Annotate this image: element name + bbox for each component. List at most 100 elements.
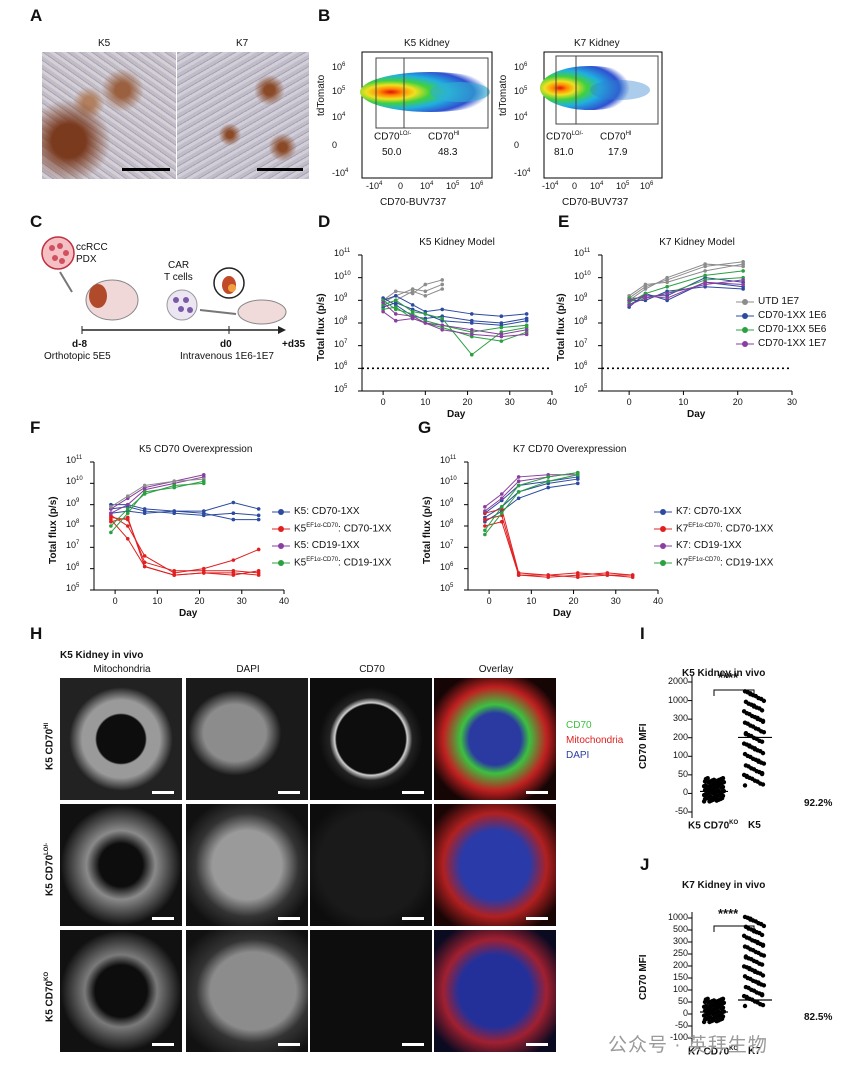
data-point	[499, 334, 504, 339]
data-point	[516, 479, 521, 483]
gate-hi-value: 48.3	[438, 147, 458, 158]
data-point	[752, 747, 758, 752]
data-point	[716, 1003, 721, 1008]
data-point	[701, 784, 707, 789]
data-point	[393, 305, 398, 309]
data-point	[469, 321, 474, 325]
data-point	[703, 776, 709, 782]
legend-swatch	[272, 526, 290, 532]
x-axis-label: Day	[447, 409, 466, 420]
data-point	[703, 280, 707, 284]
y-tick-label: 105	[334, 384, 348, 394]
data-point	[109, 524, 113, 528]
y-tick-label: 200	[672, 960, 688, 970]
data-point	[759, 932, 765, 938]
data-point	[516, 490, 521, 494]
micro-col-3: Overlay	[478, 664, 514, 675]
flow-y-tick: 106	[514, 62, 528, 72]
data-point	[516, 573, 521, 577]
data-point	[757, 961, 762, 966]
mouse-icon	[85, 279, 139, 321]
series-line	[382, 302, 527, 326]
data-point	[125, 524, 130, 528]
gate-hi	[403, 57, 489, 129]
data-point	[747, 744, 752, 749]
y-tick-label: 1010	[66, 476, 83, 487]
data-point	[754, 768, 759, 774]
flow-k5-xlabel: CD70-BUV737	[380, 197, 447, 208]
legend-marker	[660, 543, 666, 549]
data-point	[715, 999, 720, 1004]
timeline-end: +d35	[282, 339, 306, 350]
data-point	[710, 791, 716, 796]
y-tick-label: 0	[682, 787, 688, 798]
panel-letter-j: J	[640, 855, 650, 874]
data-point	[752, 778, 758, 783]
x-tick-label: 20	[194, 596, 205, 606]
flow-density	[540, 66, 640, 110]
cell-icon	[63, 250, 69, 256]
series-line	[110, 516, 259, 574]
overlay-legend-cd70: CD70	[566, 720, 592, 731]
data-point	[714, 798, 719, 803]
gate-hi-value: 17.9	[608, 147, 628, 158]
flow-y-tick: 106	[332, 62, 346, 72]
data-point	[630, 575, 635, 579]
data-point	[747, 966, 752, 972]
scale-bar	[152, 1043, 174, 1046]
data-point	[499, 519, 504, 524]
micro-image	[310, 678, 432, 800]
legend-entry: K7: CD70-1XX	[676, 506, 742, 517]
chart-title: K7 Kidney Model	[659, 237, 735, 248]
data-point	[423, 312, 428, 316]
micro-image	[434, 804, 556, 926]
data-point	[742, 914, 748, 920]
timeline-d0: d0	[220, 339, 232, 350]
data-point	[142, 564, 147, 569]
data-point	[231, 517, 236, 522]
flow-y-tick: 0	[332, 140, 338, 150]
data-point	[256, 517, 261, 522]
y-tick-label: 107	[574, 338, 588, 349]
cell-icon	[59, 258, 65, 264]
data-point	[469, 332, 474, 337]
y-tick-label: 1010	[574, 270, 591, 281]
data-point	[231, 511, 236, 515]
data-point	[440, 316, 445, 321]
ihc-k7-label: K7	[236, 38, 249, 49]
data-point	[759, 952, 764, 957]
data-point	[256, 547, 261, 552]
data-point	[524, 332, 529, 337]
flow-x-tick: 0	[572, 181, 578, 191]
data-point	[703, 262, 707, 266]
gate-lo	[375, 57, 405, 129]
y-tick-label: 1010	[334, 270, 351, 281]
category-label: K5	[748, 820, 761, 831]
data-point	[524, 312, 529, 316]
series-line	[110, 476, 204, 514]
data-point	[720, 793, 726, 799]
timeline-start: d-8	[72, 339, 87, 350]
series-line	[484, 472, 578, 512]
data-point	[702, 796, 708, 802]
data-point	[643, 282, 648, 287]
data-point	[499, 505, 504, 509]
data-point	[742, 689, 748, 694]
x-tick-label: 20	[732, 397, 743, 407]
micro-row-label: K5 CD70HI	[44, 722, 56, 770]
data-point	[741, 282, 745, 287]
overlay-legend-mito: Mitochondria	[566, 735, 624, 746]
data-point	[256, 513, 261, 518]
chart-axes	[601, 255, 792, 392]
y-tick-label: 108	[334, 316, 348, 326]
x-tick-label: 10	[526, 596, 537, 606]
data-point	[423, 289, 428, 294]
data-point	[749, 987, 754, 992]
legend-swatch	[272, 543, 290, 549]
data-point	[381, 300, 385, 305]
data-point	[575, 473, 580, 477]
ihc-k7-image	[177, 52, 309, 179]
ihc-k5-label: K5	[98, 38, 111, 49]
car-label-2: T cells	[164, 272, 193, 283]
data-point	[440, 307, 445, 312]
